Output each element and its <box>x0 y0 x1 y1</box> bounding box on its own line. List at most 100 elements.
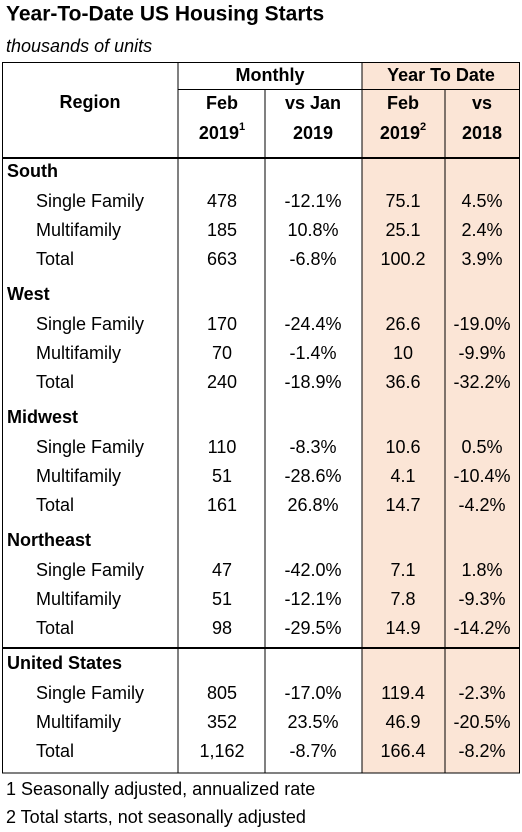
cell: 36.6 <box>385 372 420 392</box>
cell: -10.4% <box>453 466 510 486</box>
footnote: 1 Seasonally adjusted, annualized rate <box>6 779 315 799</box>
row-label: Single Family <box>36 314 144 334</box>
cell: 14.9 <box>385 618 420 638</box>
column-header-year: 2019 <box>199 123 239 143</box>
cell: 10.6 <box>385 437 420 457</box>
cell: 51 <box>212 589 232 609</box>
cell: -2.3% <box>458 683 505 703</box>
cell: 2.4% <box>461 220 502 240</box>
cell: 805 <box>207 683 237 703</box>
cell: 46.9 <box>385 712 420 732</box>
cell: -4.2% <box>458 495 505 515</box>
ytd-shade <box>362 62 520 773</box>
cell: 4.1 <box>390 466 415 486</box>
cell: 170 <box>207 314 237 334</box>
cell: -29.5% <box>284 618 341 638</box>
column-header-year: 2019 <box>380 123 420 143</box>
cell: -6.8% <box>289 249 336 269</box>
row-label: Total <box>36 618 74 638</box>
cell: -8.2% <box>458 741 505 761</box>
cell: 25.1 <box>385 220 420 240</box>
row-label: Multifamily <box>36 343 121 363</box>
column-header-year: 2019 <box>293 123 333 143</box>
cell: 185 <box>207 220 237 240</box>
cell: -9.3% <box>458 589 505 609</box>
cell: 3.9% <box>461 249 502 269</box>
cell: 663 <box>207 249 237 269</box>
row-label: Total <box>36 372 74 392</box>
column-header: 20192 <box>380 121 426 143</box>
row-label: Total <box>36 495 74 515</box>
column-header: Feb <box>387 93 419 113</box>
cell: 161 <box>207 495 237 515</box>
row-label: Single Family <box>36 437 144 457</box>
monthly-header: Monthly <box>236 65 305 85</box>
cell: -1.4% <box>289 343 336 363</box>
column-header: 2018 <box>462 123 502 143</box>
cell: -9.9% <box>458 343 505 363</box>
cell: 119.4 <box>381 683 425 703</box>
cell: 23.5% <box>287 712 338 732</box>
cell: 100.2 <box>380 249 425 269</box>
cell: 478 <box>207 191 237 211</box>
cell: 98 <box>212 618 232 638</box>
cell: 10.8% <box>287 220 338 240</box>
row-label: Total <box>36 249 74 269</box>
cell: -19.0% <box>453 314 510 334</box>
group-name: West <box>7 284 50 304</box>
row-label: Multifamily <box>36 466 121 486</box>
cell: -17.0% <box>284 683 341 703</box>
title: Year-To-Date US Housing Starts <box>6 3 324 26</box>
ytd-header: Year To Date <box>387 65 495 85</box>
cell: 14.7 <box>385 495 420 515</box>
cell: 4.5% <box>461 191 502 211</box>
row-label: Single Family <box>36 191 144 211</box>
column-header: vs Jan <box>285 93 341 113</box>
cell: 26.8% <box>287 495 338 515</box>
cell: 26.6 <box>385 314 420 334</box>
cell: -8.3% <box>289 437 336 457</box>
cell: 166.4 <box>380 741 425 761</box>
subtitle: thousands of units <box>6 36 152 56</box>
column-header: Feb <box>206 93 238 113</box>
footnote-ref: 2 <box>420 121 426 133</box>
cell: 110 <box>208 437 237 457</box>
cell: -8.7% <box>289 741 336 761</box>
row-label: Multifamily <box>36 589 121 609</box>
row-label: Total <box>36 741 74 761</box>
column-header: vs <box>472 93 492 113</box>
cell: -32.2% <box>453 372 510 392</box>
group-name: Northeast <box>7 530 91 550</box>
cell: 10 <box>393 343 413 363</box>
footnote-ref: 1 <box>239 121 245 133</box>
column-header: 2019 <box>293 123 333 143</box>
cell: -24.4% <box>284 314 341 334</box>
cell: 7.1 <box>390 560 415 580</box>
cell: -18.9% <box>284 372 341 392</box>
cell: 70 <box>212 343 232 363</box>
cell: -28.6% <box>284 466 341 486</box>
cell: 240 <box>207 372 237 392</box>
cell: -12.1% <box>284 191 341 211</box>
column-header-year: 2018 <box>462 123 502 143</box>
cell: -20.5% <box>453 712 510 732</box>
row-label: Multifamily <box>36 712 121 732</box>
cell: -42.0% <box>284 560 341 580</box>
cell: 7.8 <box>390 589 415 609</box>
cell: -14.2% <box>453 618 510 638</box>
cell: 75.1 <box>385 191 420 211</box>
cell: 1,162 <box>199 741 244 761</box>
cell: 51 <box>212 466 232 486</box>
cell: 1.8% <box>461 560 502 580</box>
row-label: Single Family <box>36 683 144 703</box>
cell: 0.5% <box>461 437 502 457</box>
grid <box>2 62 520 774</box>
region-header: Region <box>60 92 121 112</box>
cell: -12.1% <box>284 589 341 609</box>
row-label: Multifamily <box>36 220 121 240</box>
row-label: Single Family <box>36 560 144 580</box>
cell: 47 <box>212 560 232 580</box>
footnote: 2 Total starts, not seasonally adjusted <box>6 807 306 827</box>
group-name: Midwest <box>7 407 78 427</box>
